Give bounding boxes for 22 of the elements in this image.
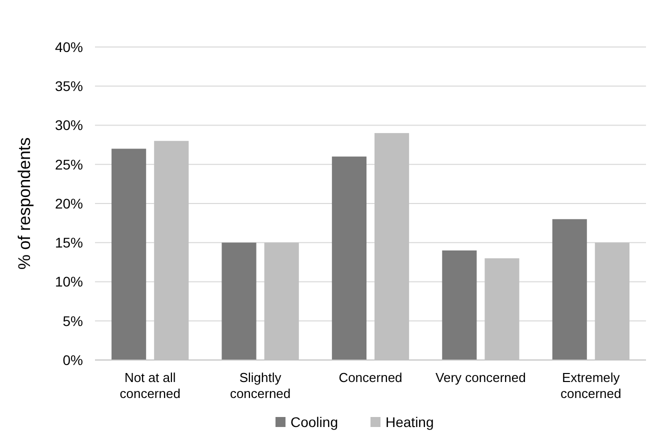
bar [222,242,256,360]
y-tick-label: 20% [54,195,83,212]
y-tick-label: 15% [54,234,83,251]
legend-label: Heating [386,414,434,430]
y-axis-title: % of respondents [15,137,34,270]
x-tick-label: Very concerned [436,370,526,385]
y-tick-label: 10% [54,274,83,290]
y-tick-label: 25% [54,156,83,172]
x-tick-label: Concerned [338,370,402,385]
x-tick-label: Extremely concerned [560,370,622,401]
bar [442,250,477,360]
x-tick-label: Not at all concerned [120,370,180,401]
legend-label: Cooling [290,414,338,430]
bar [332,156,366,360]
bar [112,148,146,360]
x-tick-label: Slightly concerned [230,370,291,401]
bar [552,219,587,360]
y-tick-label: 35% [54,78,83,94]
y-tick-label: 40% [54,38,83,55]
y-tick-label: 0% [62,352,83,368]
y-tick-label: 5% [62,312,83,329]
y-tick-label: 30% [54,117,83,134]
